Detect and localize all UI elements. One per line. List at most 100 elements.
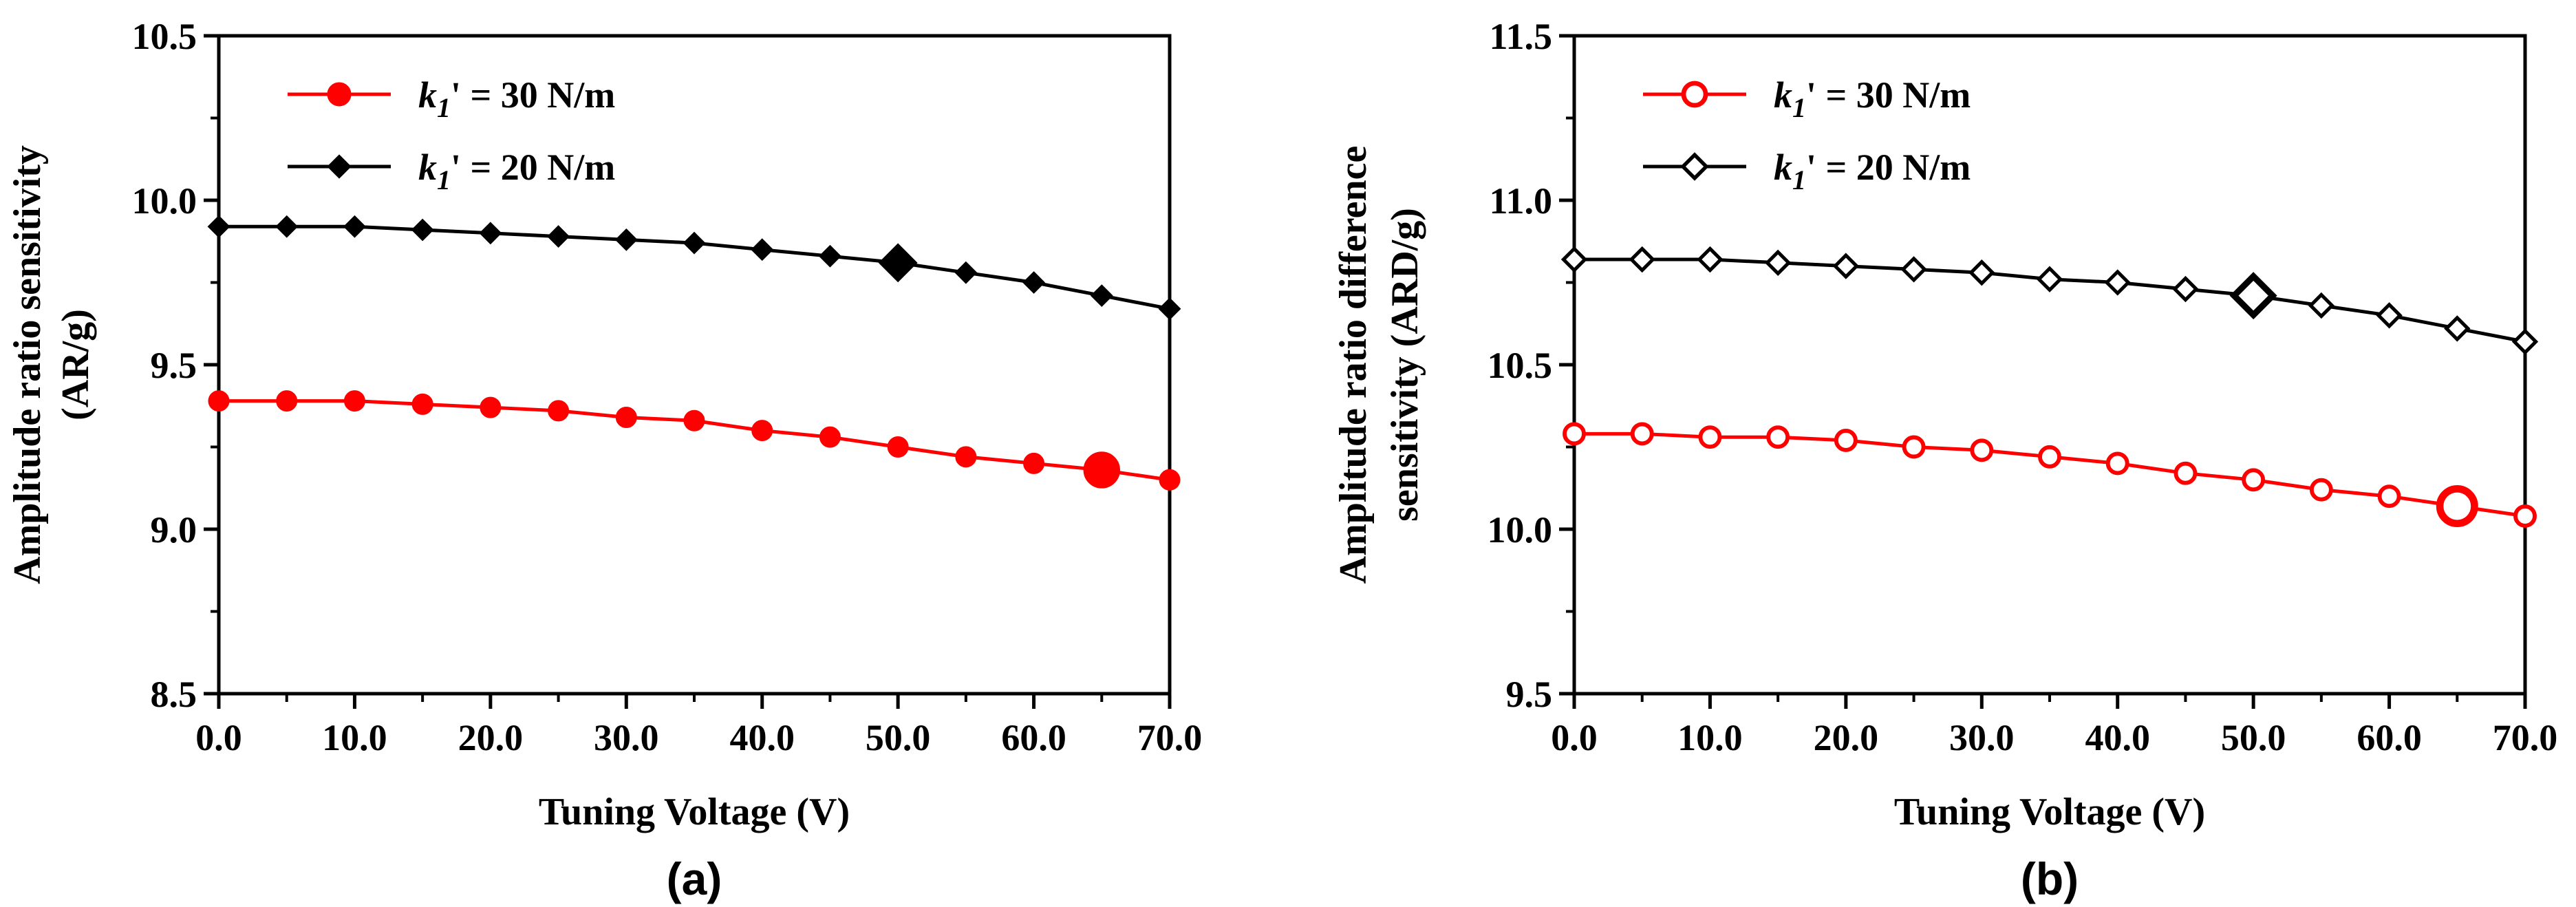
x-tick-label: 20.0 [458,717,524,758]
data-point [683,409,705,431]
x-tick-label: 50.0 [866,717,931,758]
data-point [2174,461,2198,485]
plot-frame [1572,34,2527,696]
x-tick-label: 60.0 [2357,717,2422,758]
x-axis-label: Tuning Voltage (V) [1894,791,2205,833]
data-point [1630,422,1654,446]
x-tick-label: 70.0 [1137,717,1203,758]
data-point [276,390,298,412]
x-tick-label: 60.0 [1001,717,1066,758]
data-point [2377,484,2401,509]
legend-rest: ' = 30 N/m [1806,74,1971,116]
plot-frame [217,34,1172,696]
data-point [1560,246,1588,273]
legend-subscript: 1 [1792,164,1806,195]
x-tick-label: 40.0 [729,717,795,758]
x-tick-label: 30.0 [1949,717,2015,758]
data-point [207,215,230,238]
legend: k1' = 30 N/mk1' = 20 N/m [1643,74,1971,195]
legend-k: k [1774,147,1792,188]
legend-entry: k1' = 20 N/m [418,147,615,195]
data-point [547,225,570,248]
data-point [1083,451,1120,489]
legend-subscript: 1 [1792,92,1806,123]
data-point [1764,249,1792,276]
data-point [479,222,502,245]
y-tick-label: 9.0 [151,509,197,551]
data-point [1629,246,1655,273]
legend-subscript: 1 [437,92,451,123]
data-point [2308,292,2335,319]
y-tick-label: 8.5 [151,674,197,715]
data-point [548,400,570,422]
data-point [887,436,909,458]
data-point [2105,451,2129,476]
series-0 [1563,422,2537,528]
y-tick-label: 9.5 [1506,674,1553,715]
data-point [2309,478,2333,502]
data-point [2242,468,2266,492]
y-tick-label: 9.5 [151,345,197,386]
chart-panel-a: 8.5 9.0 9.5 10.0 10.5 0.0 10.0 20.0 30.0 40.0 50.0… [6,16,1202,904]
y-tick-label: 10.0 [1488,509,1553,551]
data-point [954,261,978,284]
y-tick-label: 10.5 [1488,345,1553,386]
y-axis-label: sensitivity (ARD/g) [1384,208,1426,522]
data-point [343,215,366,238]
legend-marker [327,82,352,107]
y-axis-label: (AR/g) [54,309,97,420]
x-tick-label: 10.0 [1677,717,1743,758]
data-point [1766,425,1790,449]
legend-k: k [418,74,437,116]
data-point [2444,315,2471,342]
data-point [208,390,230,412]
legend-rest: ' = 20 N/m [451,147,615,188]
data-point [1022,271,1045,294]
data-point [1834,429,1858,452]
data-point [1832,253,1860,279]
y-tick-label: 11.5 [1489,16,1552,57]
x-tick-label: 10.0 [322,717,387,758]
data-point [2172,275,2199,303]
series-0 [208,390,1181,491]
panel-label: (b) [2021,853,2079,904]
series-1 [207,215,1181,321]
legend-k: k [1774,74,1792,116]
data-point [480,396,502,418]
data-point [1902,435,1926,459]
data-point [343,390,365,412]
legend-subscript: 1 [437,164,451,195]
legend-entry: k1' = 20 N/m [1774,147,1971,195]
series-1 [1560,246,2539,355]
data-point [1159,469,1181,491]
legend-k: k [418,147,437,188]
data-point [1968,259,1995,286]
data-point [819,244,841,268]
data-point [2104,269,2131,296]
x-tick-label: 30.0 [594,717,659,758]
legend-rest: ' = 30 N/m [451,74,615,116]
x-tick-label: 70.0 [2493,717,2558,758]
x-tick-label: 50.0 [2221,717,2286,758]
data-point [2376,302,2403,329]
data-point [615,406,637,428]
legend-marker [1681,81,1708,108]
data-point [1023,452,1045,474]
data-point [1563,422,1586,446]
x-tick-label: 40.0 [2085,717,2150,758]
data-point [2038,445,2061,469]
data-point [411,218,434,242]
legend-entry: k1' = 30 N/m [418,74,615,123]
legend-entry: k1' = 30 N/m [1774,74,1971,123]
data-point [2511,328,2539,355]
data-point [1158,297,1181,321]
x-tick-label: 0.0 [195,717,242,758]
data-point [1697,246,1724,273]
data-point [683,231,706,255]
legend-rest: ' = 20 N/m [1806,147,1971,188]
y-tick-label: 10.0 [132,180,197,222]
data-point [819,426,841,448]
y-tick-label: 11.0 [1489,180,1552,222]
legend: k1' = 30 N/mk1' = 20 N/m [288,74,615,195]
y-tick-label: 10.5 [132,16,197,57]
